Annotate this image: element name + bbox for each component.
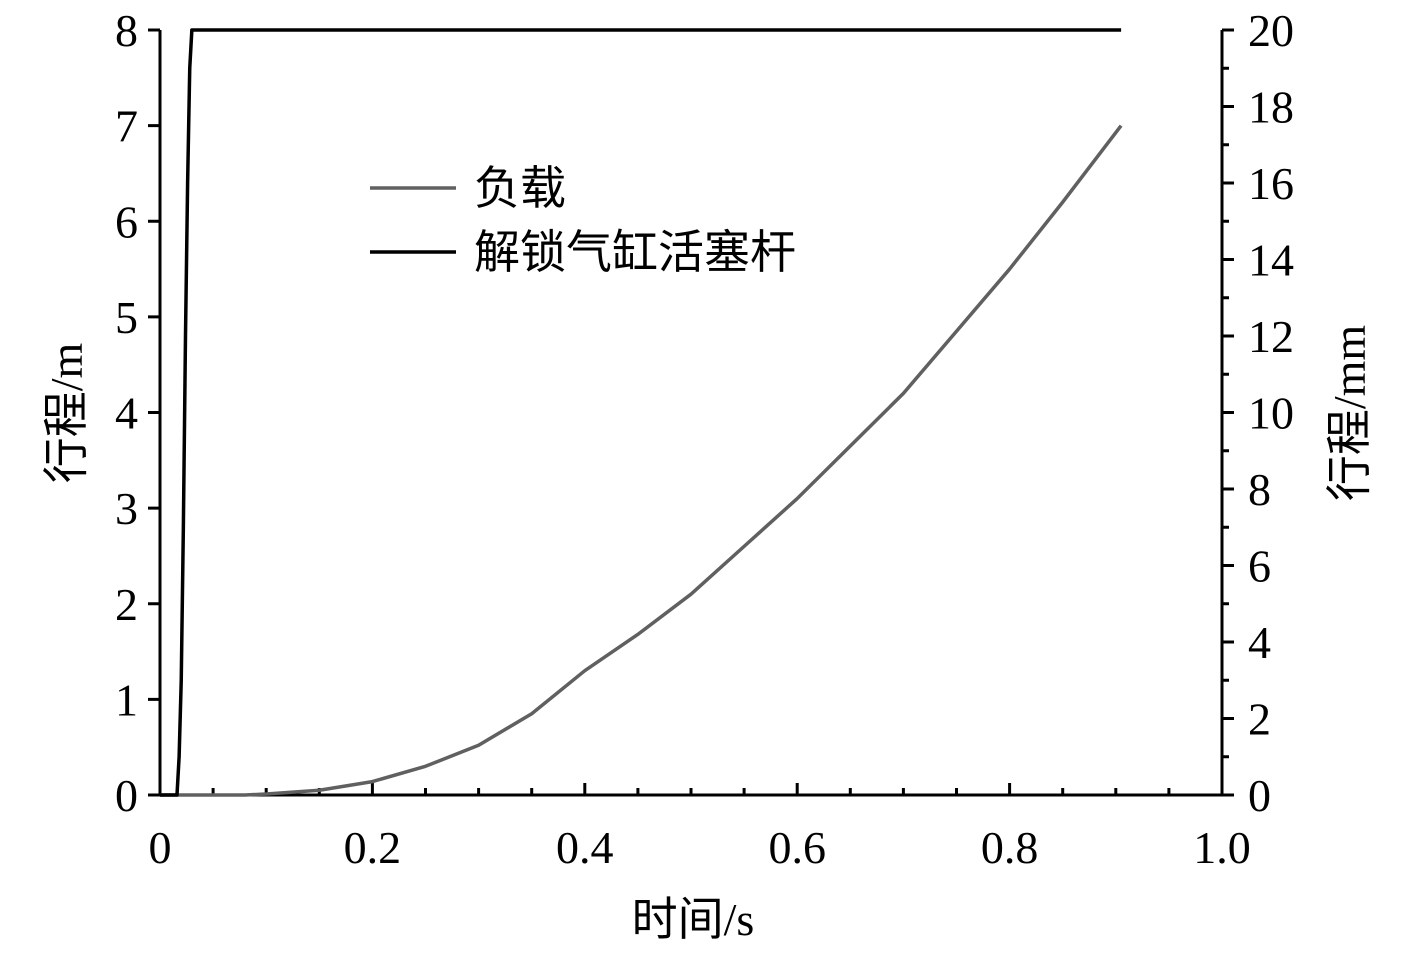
y2-tick-label: 20 bbox=[1248, 5, 1294, 56]
x-tick-label: 1.0 bbox=[1193, 822, 1251, 873]
x-tick-label: 0.8 bbox=[981, 822, 1039, 873]
y2-tick-label: 2 bbox=[1248, 694, 1271, 745]
y2-axis-label: 行程/mm bbox=[1324, 325, 1375, 502]
y-tick-label: 1 bbox=[115, 674, 138, 725]
x-tick-label: 0.4 bbox=[556, 822, 614, 873]
y-tick-label: 0 bbox=[115, 770, 138, 821]
series-line bbox=[160, 124, 1123, 797]
y-tick-label: 2 bbox=[115, 579, 138, 630]
y2-tick-label: 12 bbox=[1248, 311, 1294, 362]
y2-tick-label: 14 bbox=[1248, 235, 1294, 286]
y-tick-label: 4 bbox=[115, 388, 138, 439]
legend-label: 解锁气缸活塞杆 bbox=[474, 227, 796, 278]
y-tick-label: 3 bbox=[115, 483, 138, 534]
y2-tick-label: 4 bbox=[1248, 617, 1271, 668]
y2-tick-label: 18 bbox=[1248, 82, 1294, 133]
y-tick-label: 8 bbox=[115, 5, 138, 56]
series-line bbox=[160, 28, 1122, 797]
x-tick-label: 0.2 bbox=[344, 822, 402, 873]
y-tick-label: 7 bbox=[115, 101, 138, 152]
x-axis-label: 时间/s bbox=[632, 894, 755, 945]
y2-tick-label: 8 bbox=[1248, 464, 1271, 515]
y-tick-label: 5 bbox=[115, 292, 138, 343]
y2-tick-label: 10 bbox=[1248, 388, 1294, 439]
y2-tick-label: 0 bbox=[1248, 770, 1271, 821]
legend-label: 负载 bbox=[474, 163, 566, 214]
x-tick-label: 0.6 bbox=[768, 822, 826, 873]
x-tick-label: 0 bbox=[149, 822, 172, 873]
y2-tick-label: 6 bbox=[1248, 541, 1271, 592]
y-axis-label: 行程/m bbox=[41, 343, 92, 484]
y-tick-label: 6 bbox=[115, 196, 138, 247]
y2-tick-label: 16 bbox=[1248, 158, 1294, 209]
